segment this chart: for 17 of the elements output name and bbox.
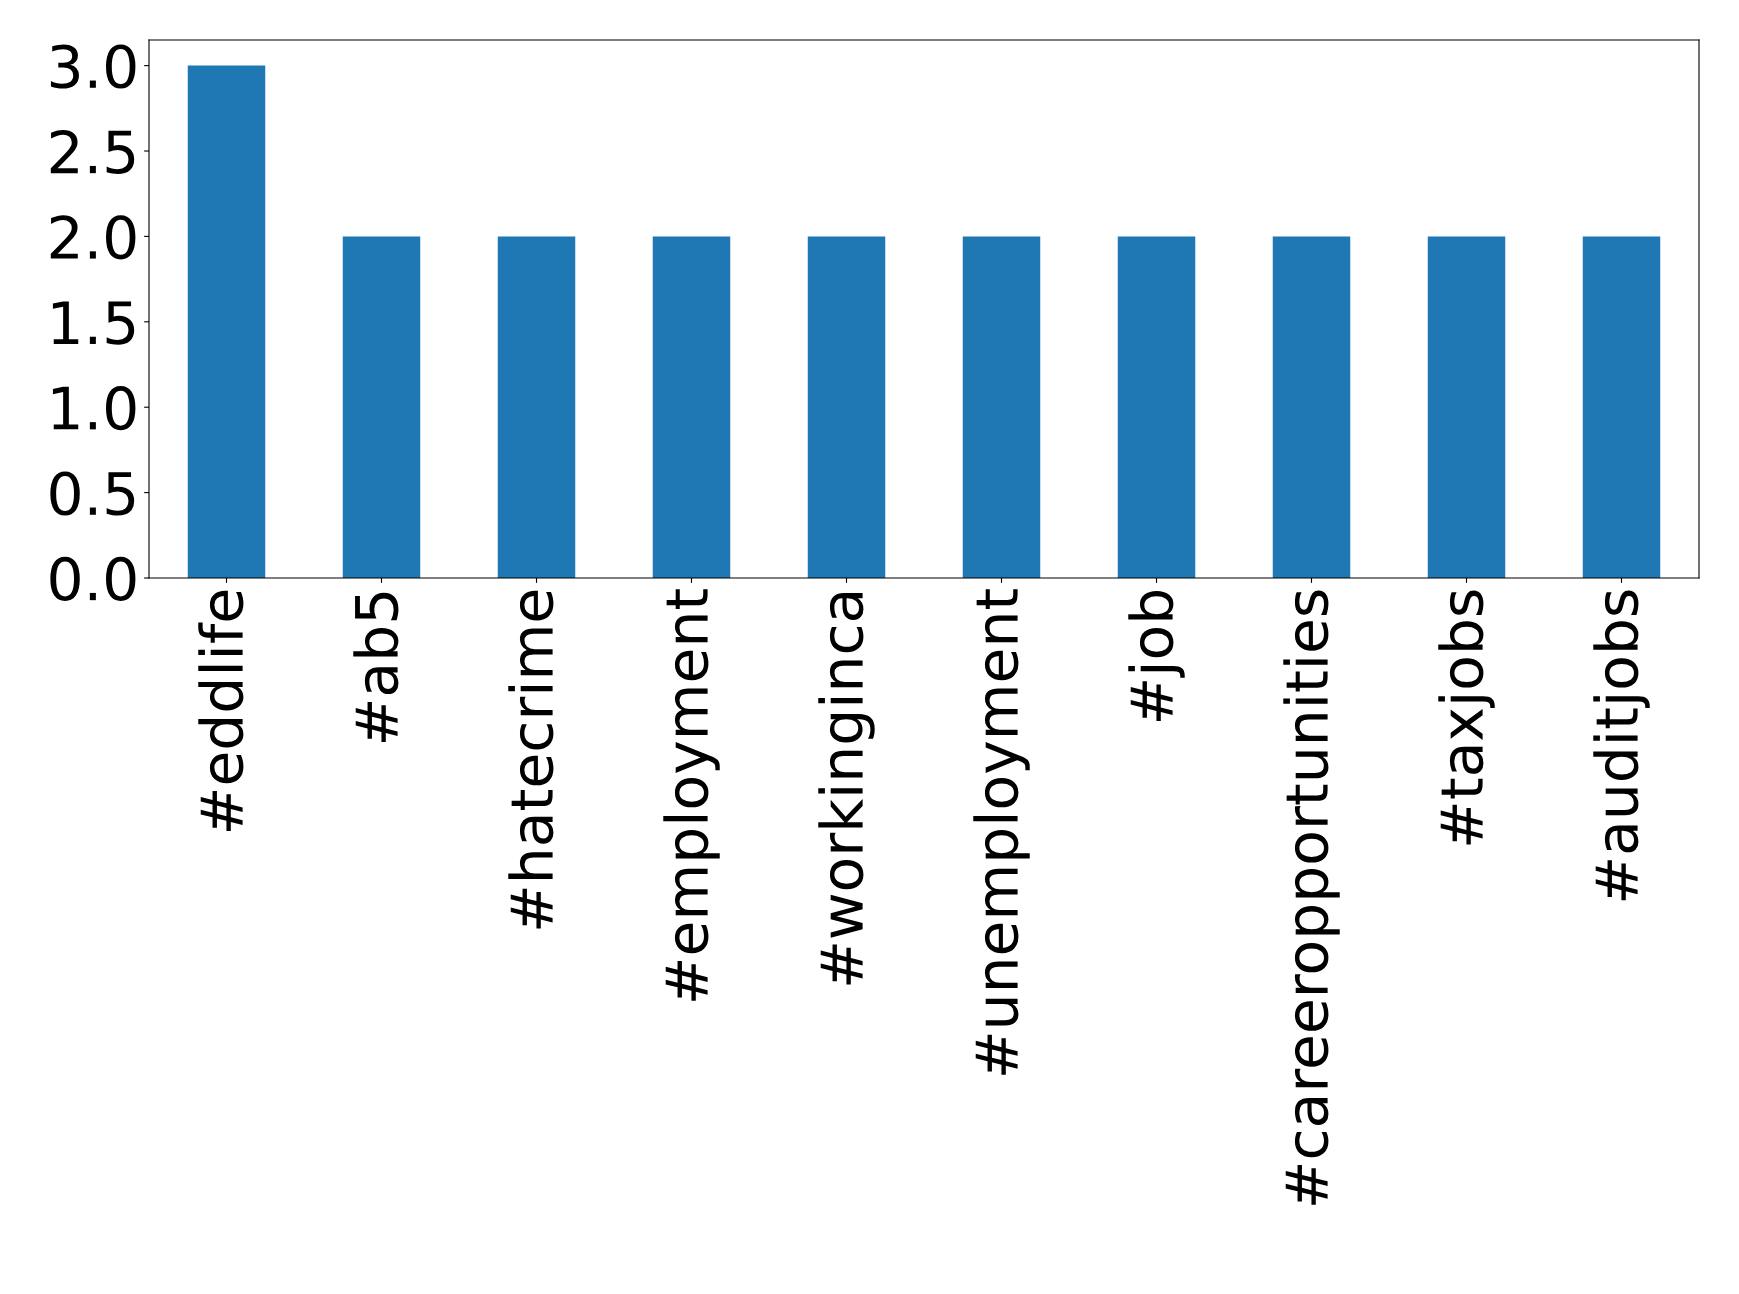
- y-tick-label: 3.0: [50, 44, 136, 89]
- x-tick-label: #taxjobs: [1438, 590, 1495, 845]
- x-tick-label: #ab5: [353, 592, 399, 742]
- y-tick-label: 2.0: [50, 215, 136, 260]
- y-tick-label: 2.5: [50, 129, 135, 175]
- y-tick-label: 1.0: [52, 386, 136, 431]
- x-tick-label: #employment: [663, 589, 720, 1001]
- x-tick-label: #workinginca: [818, 593, 875, 985]
- x-tick-label: #careeropportunities: [1283, 590, 1340, 1205]
- x-tick-label: #hatecrime: [508, 590, 554, 929]
- x-tick-label: #unemployment: [973, 589, 1030, 1075]
- x-tick-label: #eddlife: [198, 590, 244, 831]
- x-tick-label: #job: [1128, 590, 1185, 722]
- y-tick-label: 1.5: [52, 301, 135, 345]
- y-tick-label: 0.0: [50, 556, 136, 601]
- y-tick-label: 0.5: [50, 471, 135, 516]
- x-tick-label: #auditjobs: [1593, 590, 1650, 901]
